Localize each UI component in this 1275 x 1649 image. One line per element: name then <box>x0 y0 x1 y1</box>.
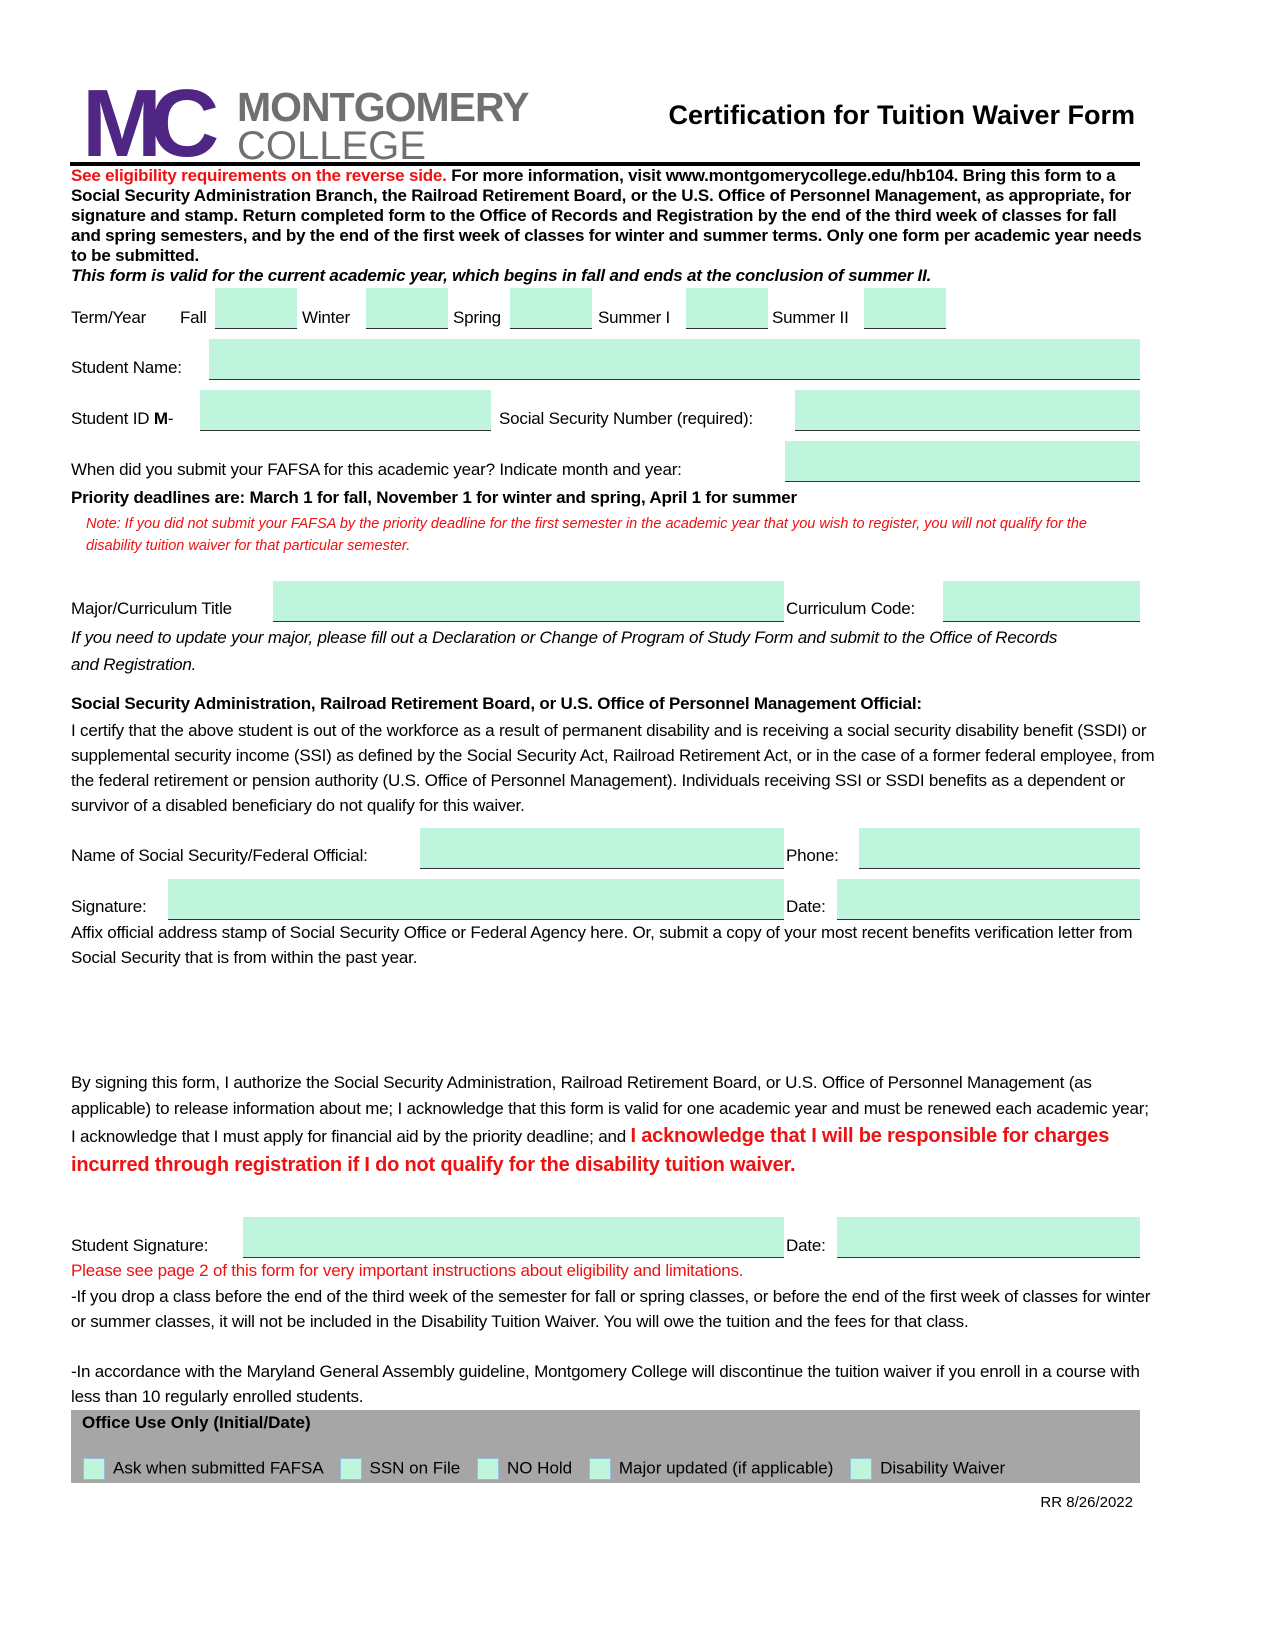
official-date-field[interactable] <box>837 879 1140 920</box>
major-label: Major/Curriculum Title <box>71 599 232 618</box>
checkbox-disability-waiver[interactable] <box>850 1458 873 1480</box>
student-name-field[interactable] <box>209 339 1140 380</box>
authorization-text: By signing this form, I authorize the So… <box>71 1073 1149 1176</box>
term-label: Term/Year <box>71 308 147 327</box>
student-date-field[interactable] <box>837 1217 1140 1258</box>
summer1-label: Summer I <box>598 308 671 327</box>
see-page2-note: Please see page 2 of this form for very … <box>71 1261 744 1280</box>
checkbox-fafsa[interactable] <box>83 1458 105 1480</box>
page-title: Certification for Tuition Waiver Form <box>668 100 1135 130</box>
revision-code: RR 8/26/2022 <box>1040 1494 1133 1511</box>
priority-deadlines: Priority deadlines are: March 1 for fall… <box>71 488 797 507</box>
summer2-label: Summer II <box>772 308 849 327</box>
logo-mark: MC <box>82 70 219 177</box>
curriculum-code-label: Curriculum Code: <box>786 599 916 618</box>
checkbox-major[interactable] <box>588 1458 611 1480</box>
official-name-label: Name of Social Security/Federal Official… <box>71 846 368 865</box>
student-name-label: Student Name: <box>71 358 182 377</box>
fafsa-date-field[interactable] <box>785 441 1140 482</box>
checkbox-no-hold[interactable] <box>476 1458 499 1480</box>
official-signature-label: Signature: <box>71 897 147 916</box>
winter-field[interactable] <box>366 288 448 329</box>
office-use-section: Office Use Only (Initial/Date) Ask when … <box>71 1410 1140 1483</box>
checkbox-ssn[interactable] <box>339 1458 362 1480</box>
official-heading: Social Security Administration, Railroad… <box>71 694 922 713</box>
stamp-instructions: Affix official address stamp of Social S… <box>71 923 1133 967</box>
major-field[interactable] <box>273 581 784 622</box>
fafsa-note: Note: If you did not submit your FAFSA b… <box>86 516 1087 554</box>
major-note: If you need to update your major, please… <box>71 628 1058 674</box>
phone-label: Phone: <box>786 846 839 865</box>
fall-field[interactable] <box>215 288 297 329</box>
fall-label: Fall <box>180 308 207 327</box>
ssn-field[interactable] <box>795 390 1140 431</box>
student-id-field[interactable] <box>200 390 491 431</box>
phone-field[interactable] <box>859 828 1140 869</box>
office-checklist: Ask when submitted FAFSA SSN on File NO … <box>71 1458 1005 1480</box>
assembly-note: -In accordance with the Maryland General… <box>71 1362 1140 1406</box>
official-signature-field[interactable] <box>168 879 784 920</box>
summer2-field[interactable] <box>864 288 946 329</box>
spring-label: Spring <box>453 308 501 327</box>
official-date-label: Date: <box>786 897 826 916</box>
fafsa-label: When did you submit your FAFSA for this … <box>71 460 682 479</box>
office-use-title: Office Use Only (Initial/Date) <box>82 1413 311 1432</box>
official-certification-text: I certify that the above student is out … <box>71 721 1155 815</box>
curriculum-code-field[interactable] <box>943 581 1140 622</box>
winter-label: Winter <box>302 308 350 327</box>
student-id-label: Student ID M- <box>71 409 174 428</box>
ssn-label: Social Security Number (required): <box>499 409 753 428</box>
logo-line1: MONTGOMERY <box>237 84 529 130</box>
summer1-field[interactable] <box>686 288 768 329</box>
student-signature-label: Student Signature: <box>71 1236 209 1255</box>
logo-line2: COLLEGE <box>237 124 426 168</box>
student-date-label: Date: <box>786 1236 826 1255</box>
spring-field[interactable] <box>510 288 592 329</box>
header-divider <box>70 162 1140 166</box>
official-name-field[interactable] <box>420 828 784 869</box>
drop-note: -If you drop a class before the end of t… <box>71 1287 1151 1331</box>
intro-text: See eligibility requirements on the reve… <box>71 166 1142 285</box>
student-signature-field[interactable] <box>243 1217 784 1258</box>
